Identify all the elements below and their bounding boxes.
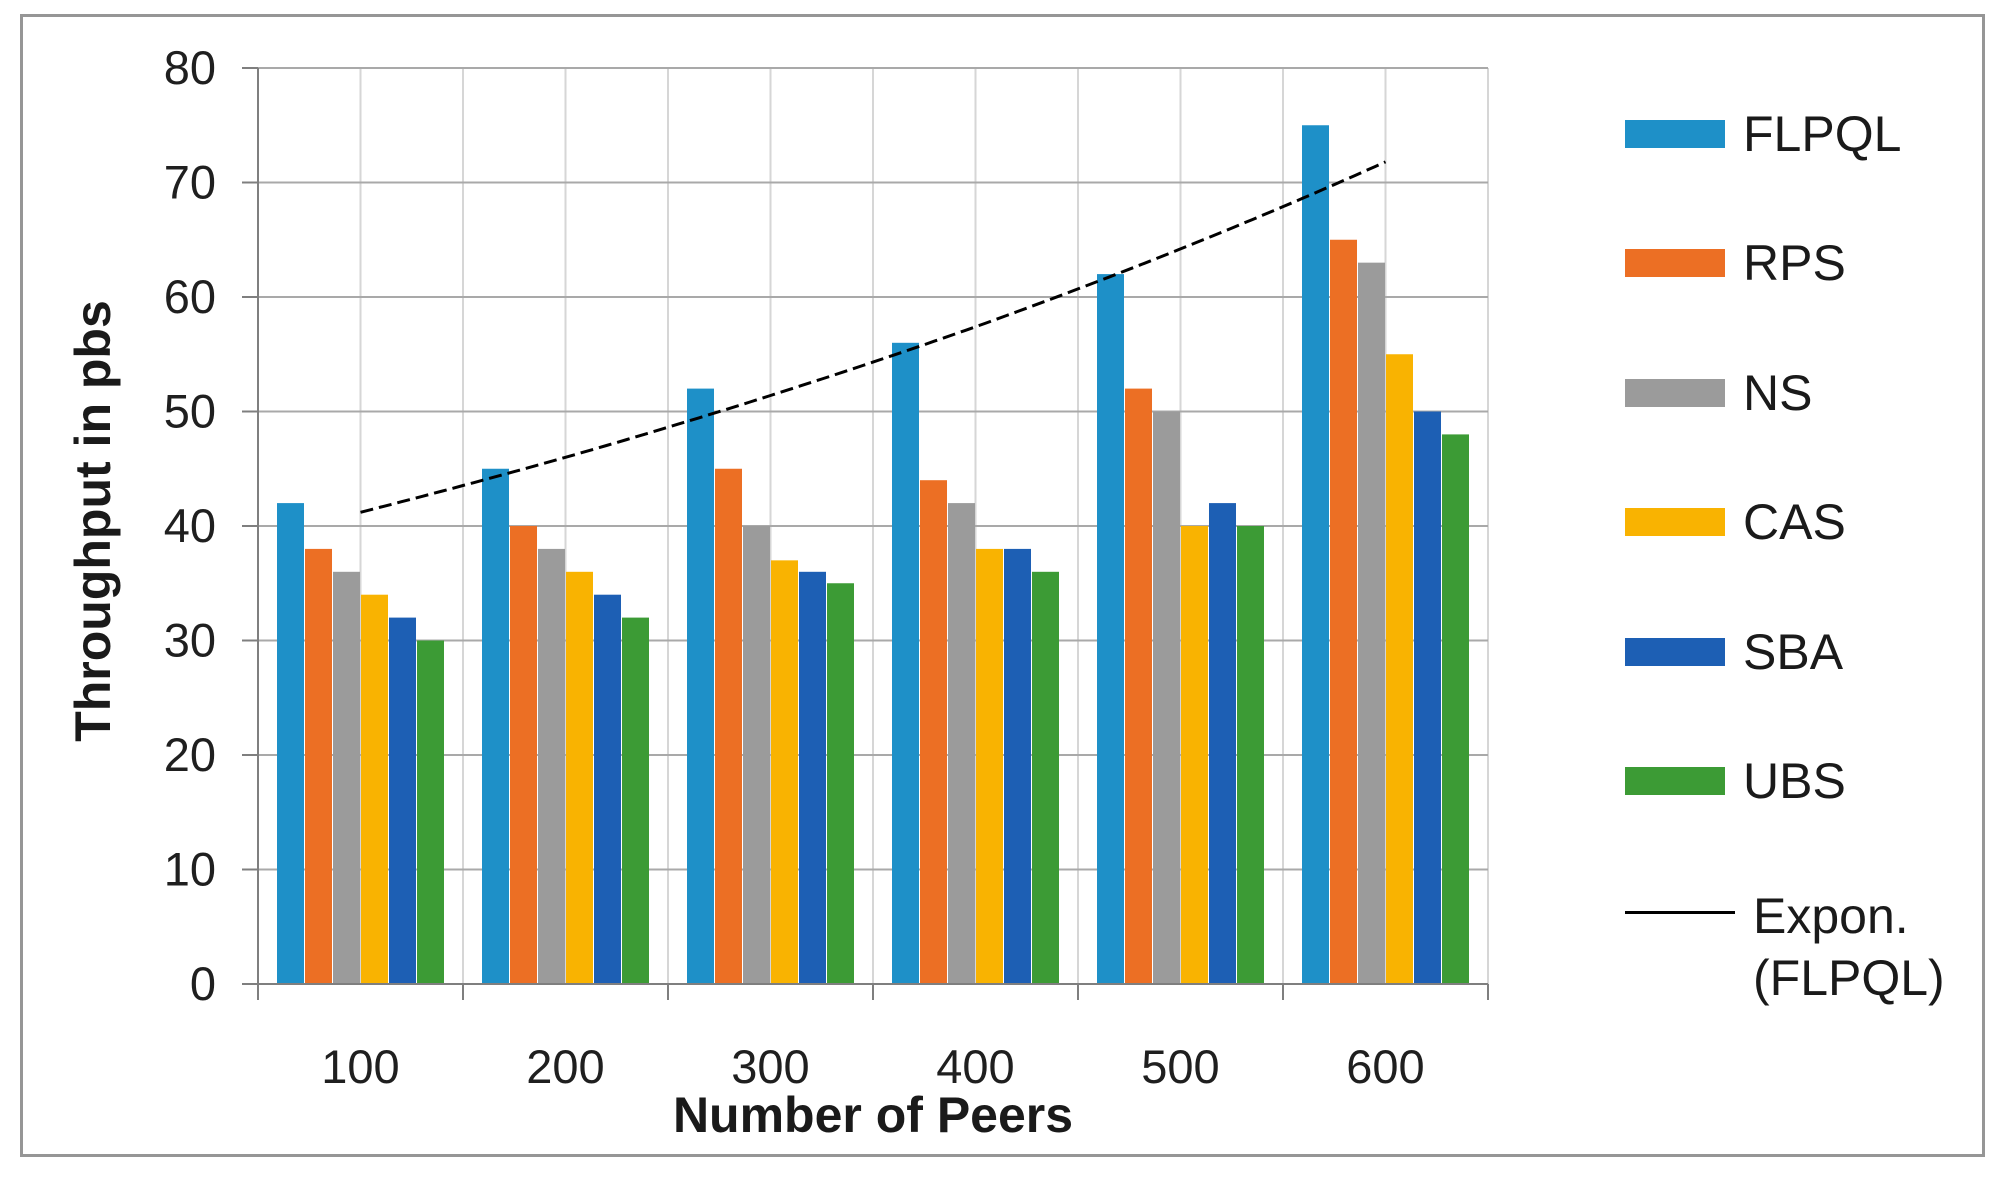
legend-swatch-rps: [1625, 249, 1725, 277]
y-tick-label: 70: [164, 156, 216, 209]
bar-ubs-100: [417, 640, 444, 984]
bar-rps-500: [1125, 388, 1152, 985]
bar-rps-200: [510, 526, 537, 984]
bar-rps-300: [715, 468, 742, 984]
legend-item-expon-flpql: Expon. (FLPQL): [1625, 885, 1945, 1025]
x-tick-label: 600: [1346, 1040, 1424, 1093]
bar-ubs-300: [827, 583, 854, 984]
bar-ns-100: [333, 571, 360, 984]
bar-ns-600: [1358, 262, 1385, 984]
legend-item-sba: SBA: [1625, 624, 1843, 680]
bar-flpql-400: [892, 342, 919, 984]
bar-sba-100: [389, 617, 416, 984]
bar-cas-600: [1386, 354, 1413, 984]
x-tick-label: 500: [1141, 1040, 1219, 1093]
bar-flpql-300: [687, 388, 714, 985]
x-tick-label: 200: [526, 1040, 604, 1093]
y-tick-label: 30: [164, 614, 216, 667]
bar-cas-400: [976, 548, 1003, 984]
legend-trendline-swatch: [1625, 911, 1735, 914]
y-tick-label: 0: [190, 957, 216, 1010]
bar-cas-200: [566, 571, 593, 984]
y-tick-label: 10: [164, 843, 216, 896]
bar-sba-200: [594, 594, 621, 984]
y-axis-title: Throughput in pbs: [65, 300, 121, 742]
legend-label-rps: RPS: [1743, 235, 1846, 291]
legend-swatch-ns: [1625, 379, 1725, 407]
legend-swatch-sba: [1625, 638, 1725, 666]
x-tick-label: 100: [321, 1040, 399, 1093]
y-tick-label: 80: [164, 41, 216, 94]
bar-rps-100: [305, 548, 332, 984]
bar-flpql-600: [1302, 125, 1329, 984]
bar-rps-600: [1330, 239, 1357, 984]
bar-sba-600: [1414, 411, 1441, 984]
bar-flpql-100: [277, 503, 304, 984]
bar-cas-300: [771, 560, 798, 984]
legend-item-ubs: UBS: [1625, 753, 1846, 809]
legend-item-ns: NS: [1625, 365, 1812, 421]
bar-sba-500: [1209, 503, 1236, 984]
bar-ns-300: [743, 526, 770, 984]
bar-cas-100: [361, 594, 388, 984]
y-tick-label: 50: [164, 385, 216, 438]
bar-ubs-200: [622, 617, 649, 984]
bar-flpql-200: [482, 468, 509, 984]
legend-label-expon: Expon. (FLPQL): [1753, 888, 1945, 1006]
y-tick-label: 20: [164, 728, 216, 781]
bar-ubs-400: [1032, 571, 1059, 984]
bar-sba-400: [1004, 548, 1031, 984]
bar-flpql-500: [1097, 274, 1124, 985]
bar-ubs-500: [1237, 526, 1264, 984]
legend-item-flpql: FLPQL: [1625, 106, 1901, 162]
trendline-expon-flpql: [360, 160, 1387, 514]
bar-ns-200: [538, 548, 565, 984]
x-axis-title: Number of Peers: [672, 1087, 1074, 1143]
legend-label-flpql: FLPQL: [1743, 106, 1902, 162]
bar-ubs-600: [1442, 434, 1469, 984]
x-tick-label: 400: [936, 1040, 1014, 1093]
legend-item-rps: RPS: [1625, 235, 1846, 291]
legend-swatch-ubs: [1625, 767, 1725, 795]
legend-label-ns: NS: [1743, 365, 1813, 421]
y-tick-label: 60: [164, 270, 216, 323]
legend-item-cas: CAS: [1625, 494, 1846, 550]
legend-swatch-cas: [1625, 508, 1725, 536]
bar-ns-500: [1153, 411, 1180, 984]
bar-sba-300: [799, 571, 826, 984]
bar-cas-500: [1181, 526, 1208, 984]
bar-rps-400: [920, 480, 947, 984]
y-tick-label: 40: [164, 499, 216, 552]
legend-label-cas: CAS: [1743, 494, 1846, 550]
legend-label-ubs: UBS: [1743, 753, 1846, 809]
legend-label-sba: SBA: [1743, 624, 1844, 680]
legend-swatch-flpql: [1625, 120, 1725, 148]
bar-ns-400: [948, 503, 975, 984]
x-tick-label: 300: [731, 1040, 809, 1093]
